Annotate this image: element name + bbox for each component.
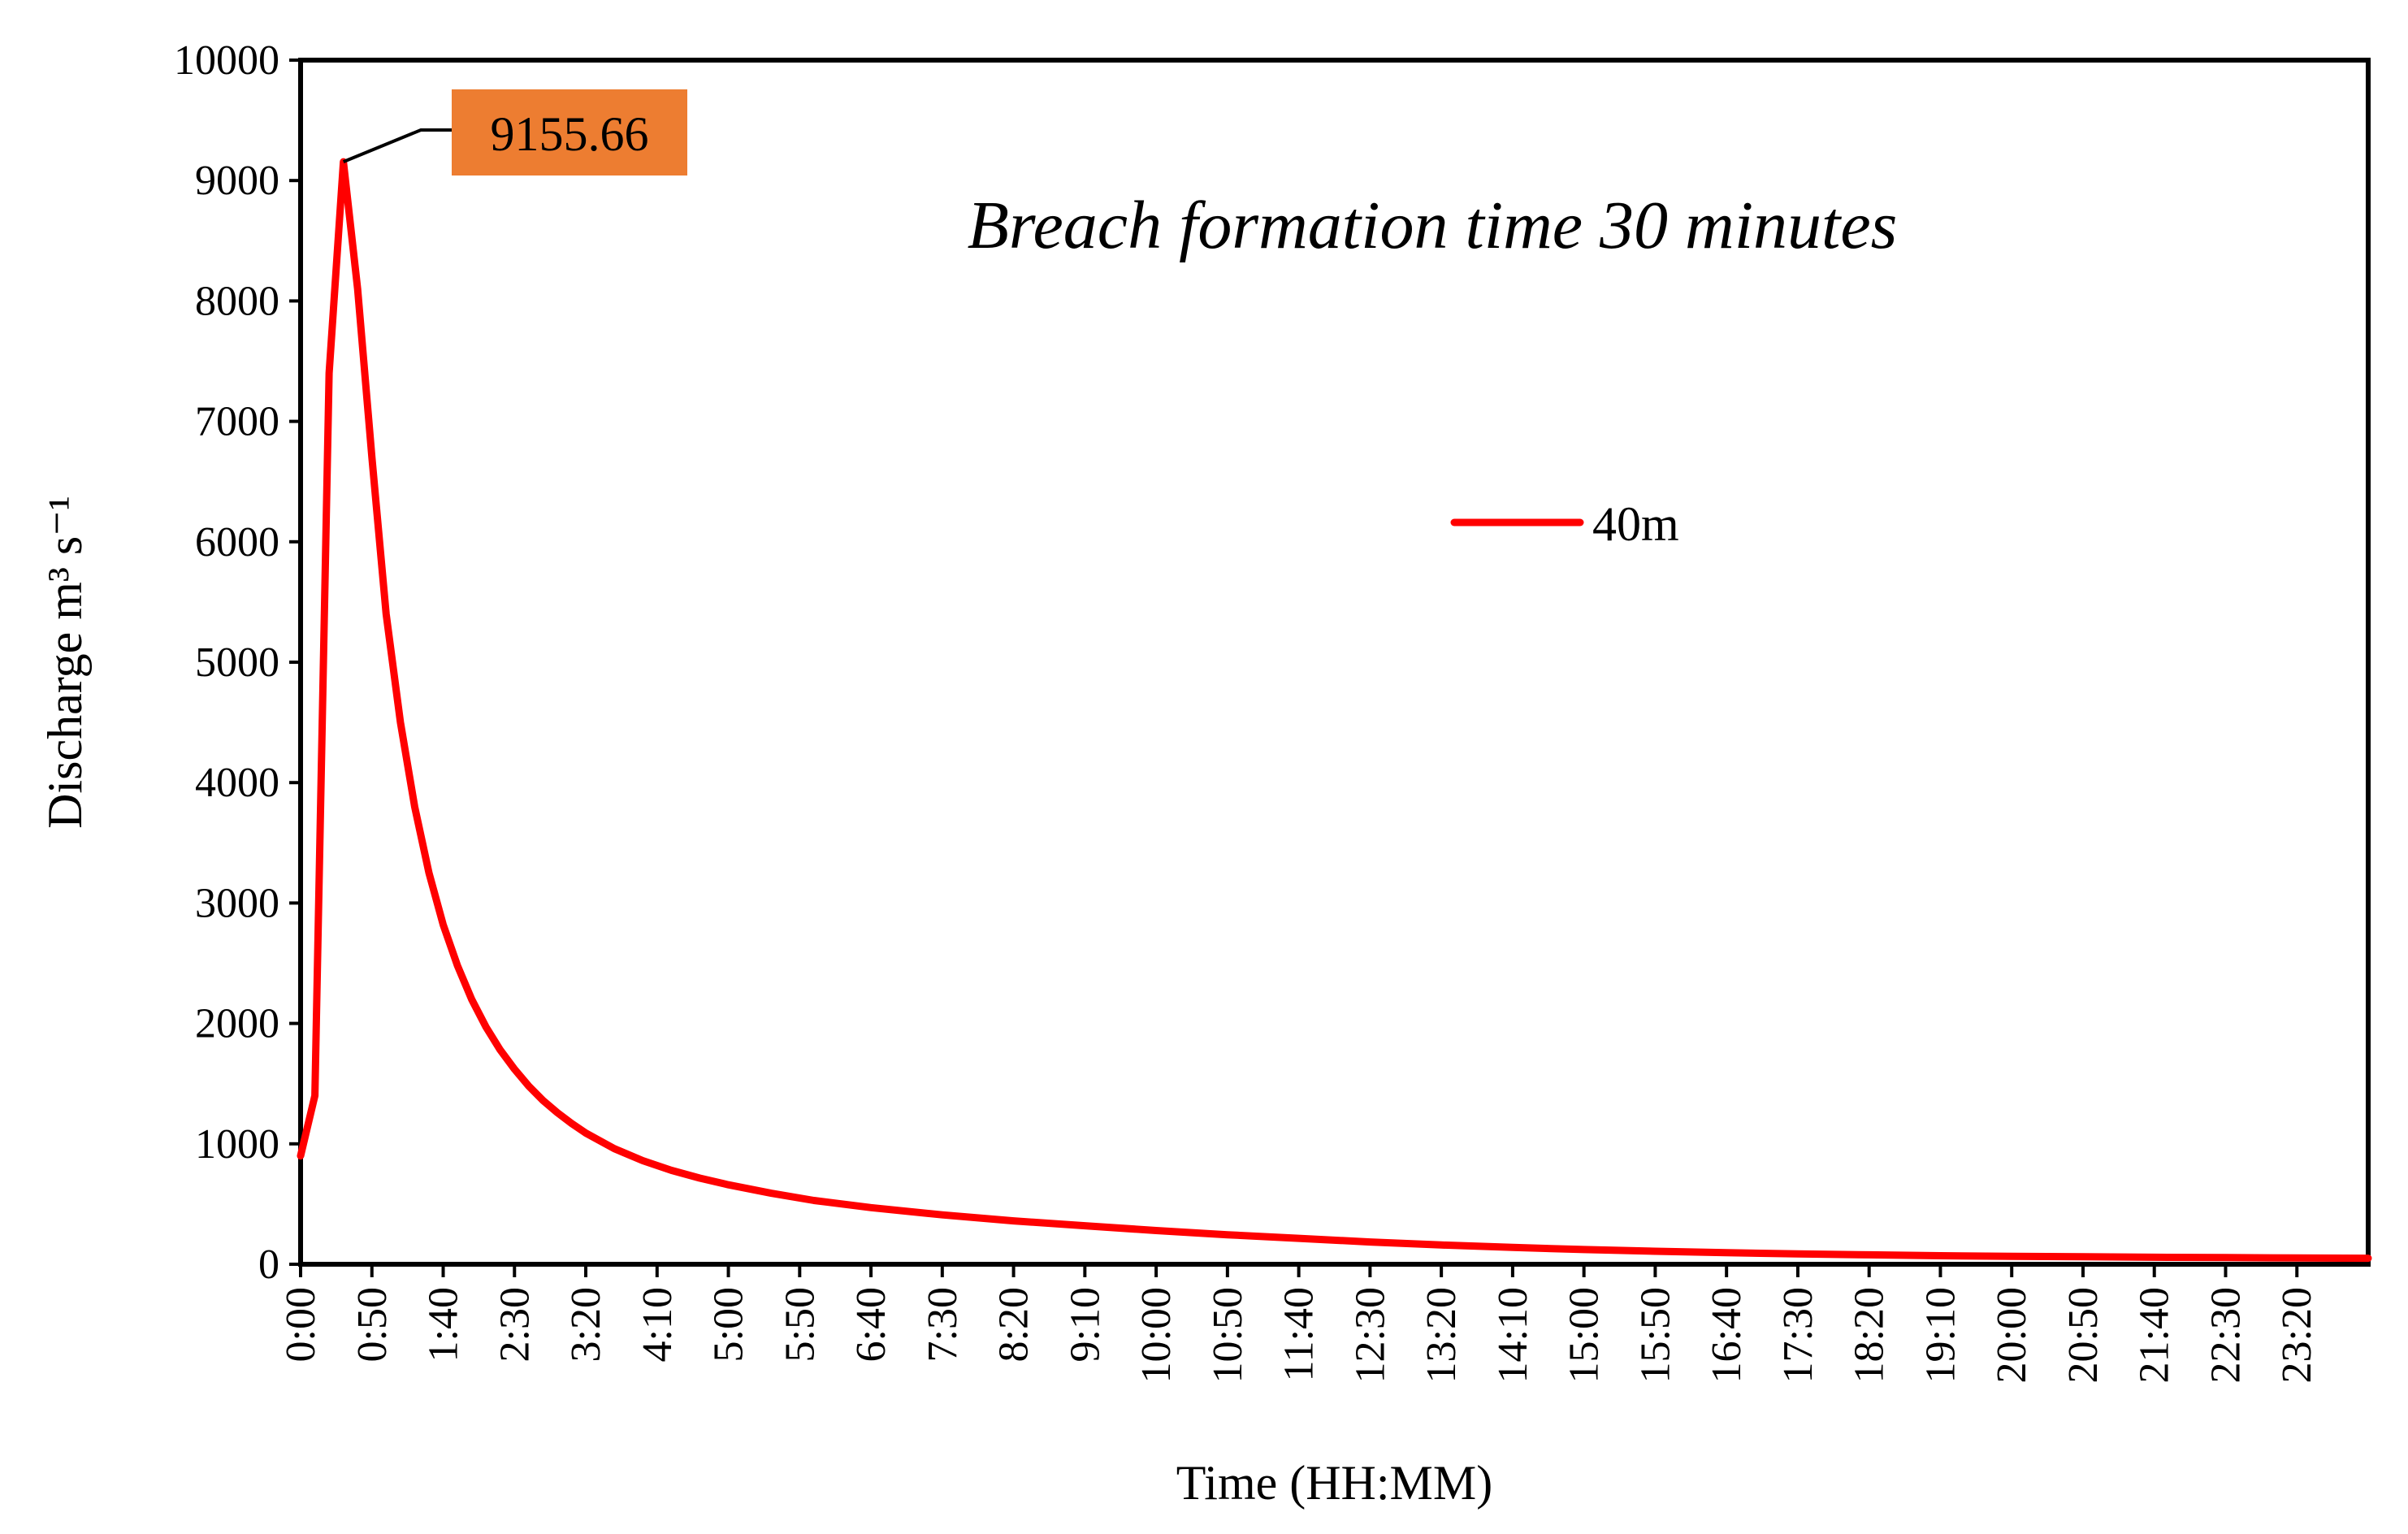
x-tick-label: 13:20 (1418, 1287, 1465, 1383)
x-tick-label: 6:40 (848, 1287, 894, 1362)
series-line-40m (297, 158, 2372, 1263)
x-tick-label: 23:20 (2274, 1287, 2320, 1383)
y-tick-label: 9000 (195, 158, 279, 204)
legend-label: 40m (1592, 497, 1679, 551)
y-tick-label: 0 (258, 1242, 279, 1288)
x-tick-label: 1:40 (421, 1287, 467, 1362)
x-tick-label: 2:30 (492, 1287, 538, 1362)
plot-layer: 0 1000 2000 3000 4000 5000 6000 7000 8000 9000 100… (38, 37, 2372, 1510)
x-tick-label: 4:10 (634, 1287, 681, 1362)
x-tick-label: 14:10 (1490, 1287, 1536, 1383)
y-tick-label: 2000 (195, 1001, 279, 1047)
y-tick-label: 7000 (195, 399, 279, 445)
x-tick-label: 0:00 (278, 1287, 324, 1362)
callout-label: 9155.66 (491, 107, 649, 161)
x-tick-label: 7:30 (920, 1287, 966, 1362)
x-tick-label: 20:50 (2060, 1287, 2107, 1383)
y-tick-label: 10000 (174, 37, 279, 84)
y-axis-title: Discharge m³ s⁻¹ (38, 496, 92, 829)
x-tick-label: 15:00 (1561, 1287, 1608, 1383)
y-tick-label: 3000 (195, 880, 279, 926)
x-tick-label: 10:00 (1133, 1287, 1180, 1383)
x-tick-label: 3:20 (563, 1287, 609, 1362)
y-tick-label: 5000 (195, 639, 279, 686)
x-tick-label: 22:30 (2202, 1287, 2249, 1383)
x-tick-label: 9:10 (1062, 1287, 1108, 1362)
y-tick-label: 1000 (195, 1121, 279, 1168)
x-tick-label: 5:50 (777, 1287, 823, 1362)
x-tick-label: 8:20 (991, 1287, 1037, 1362)
callout-leader-line (342, 128, 455, 163)
x-tick-label: 12:30 (1347, 1287, 1393, 1383)
x-tick-label: 20:00 (1989, 1287, 2035, 1383)
x-tick-label: 18:20 (1847, 1287, 1893, 1383)
y-tick-label: 4000 (195, 760, 279, 806)
y-tick-label: 8000 (195, 278, 279, 324)
x-tick-label: 10:50 (1205, 1287, 1251, 1383)
chart-title: Breach formation time 30 minutes (968, 188, 1898, 263)
x-tick-label: 17:30 (1775, 1287, 1821, 1383)
x-tick-label: 5:00 (706, 1287, 752, 1362)
x-axis-title: Time (HH:MM) (1176, 1456, 1493, 1510)
x-tick-label: 11:40 (1276, 1287, 1323, 1382)
x-tick-label: 16:40 (1704, 1287, 1750, 1383)
x-tick-label: 19:10 (1917, 1287, 1964, 1383)
y-tick-label: 6000 (195, 519, 279, 566)
x-tick-label: 15:50 (1632, 1287, 1678, 1383)
x-tick-label: 0:50 (349, 1287, 396, 1362)
callout-box (452, 89, 687, 176)
x-tick-label: 21:40 (2132, 1287, 2178, 1383)
